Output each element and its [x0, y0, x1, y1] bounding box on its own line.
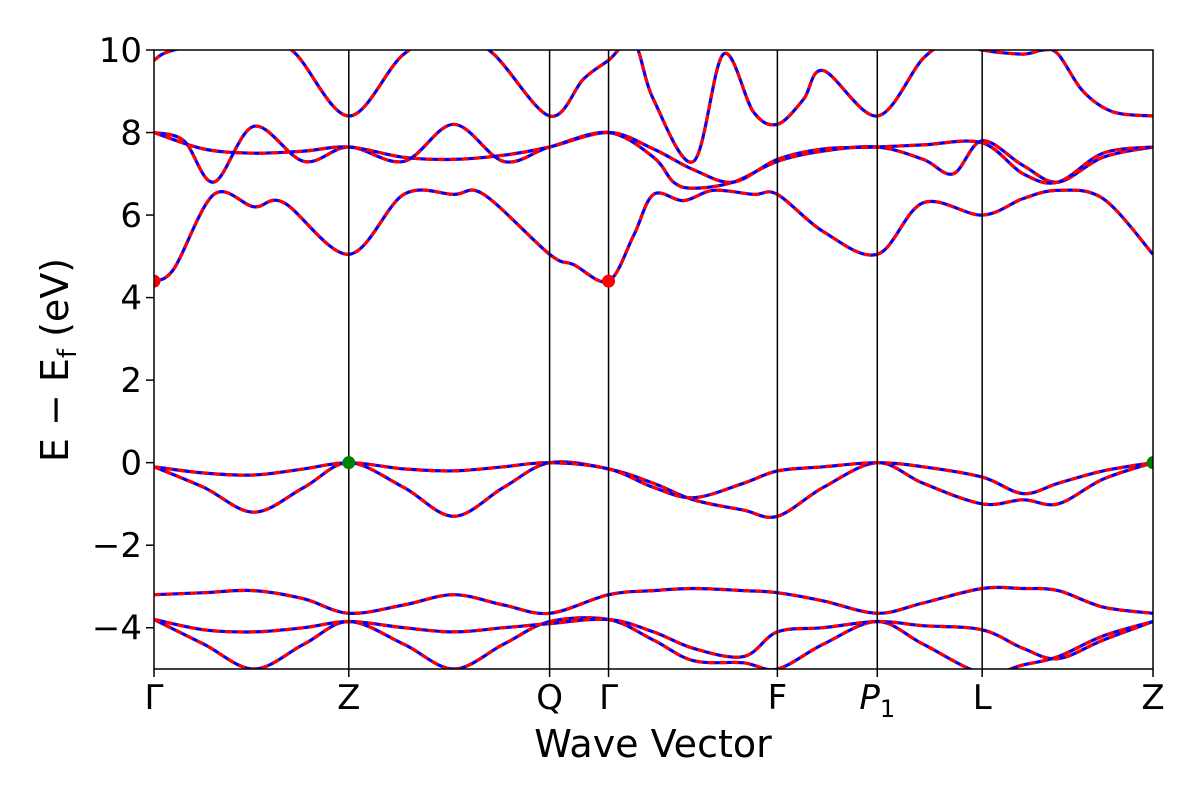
band-line-red [154, 460, 1153, 519]
y-axis-title: E − Ef (eV) [33, 258, 83, 462]
high-symmetry-lines [348, 50, 983, 669]
x-axis-title: Wave Vector [534, 722, 772, 766]
x-tick-label: L [973, 678, 992, 718]
x-tick-label: Q [536, 678, 563, 718]
y-tick-label: 4 [120, 279, 142, 319]
x-tick-label: Z [337, 678, 360, 718]
x-tick-label: P1 [859, 678, 895, 723]
bands-layer [154, 50, 1153, 669]
x-tick-label: F [768, 678, 788, 718]
y-tick-label: −4 [92, 609, 142, 649]
y-tick-label: 2 [120, 361, 142, 401]
y-tick-label: 6 [120, 196, 142, 236]
band-line-red [154, 122, 1153, 190]
extremum-marker [1146, 456, 1153, 470]
x-axis-ticks: Γ Z Q Γ F P1 L Z [145, 669, 1165, 723]
y-tick-label: 0 [120, 444, 142, 484]
plot-frame [153, 49, 1154, 670]
band-line-red [154, 50, 1153, 164]
x-tick-label: Γ [599, 678, 618, 718]
band-line-red [154, 616, 1153, 669]
band-line-red [154, 188, 1153, 284]
x-tick-label: Γ [145, 678, 164, 718]
x-tick-label-main: P [859, 678, 880, 718]
y-tick-label: 10 [99, 31, 142, 71]
x-tick-label-sub: 1 [880, 695, 895, 723]
extremum-marker [154, 274, 161, 288]
band-line-red [154, 617, 1153, 661]
y-tick-label: 8 [120, 114, 142, 154]
x-tick-label: Z [1141, 678, 1164, 718]
band-line-red [154, 461, 1153, 500]
band-line-red [154, 130, 1153, 185]
extremum-marker [342, 456, 356, 470]
y-tick-label: −2 [92, 526, 142, 566]
extremum-marker [602, 274, 616, 288]
band-line-red [154, 585, 1153, 616]
y-axis-ticks: −4 −2 0 2 4 6 8 10 [92, 31, 154, 649]
band-line-blue [154, 188, 1153, 284]
extrema-markers [154, 274, 1153, 470]
